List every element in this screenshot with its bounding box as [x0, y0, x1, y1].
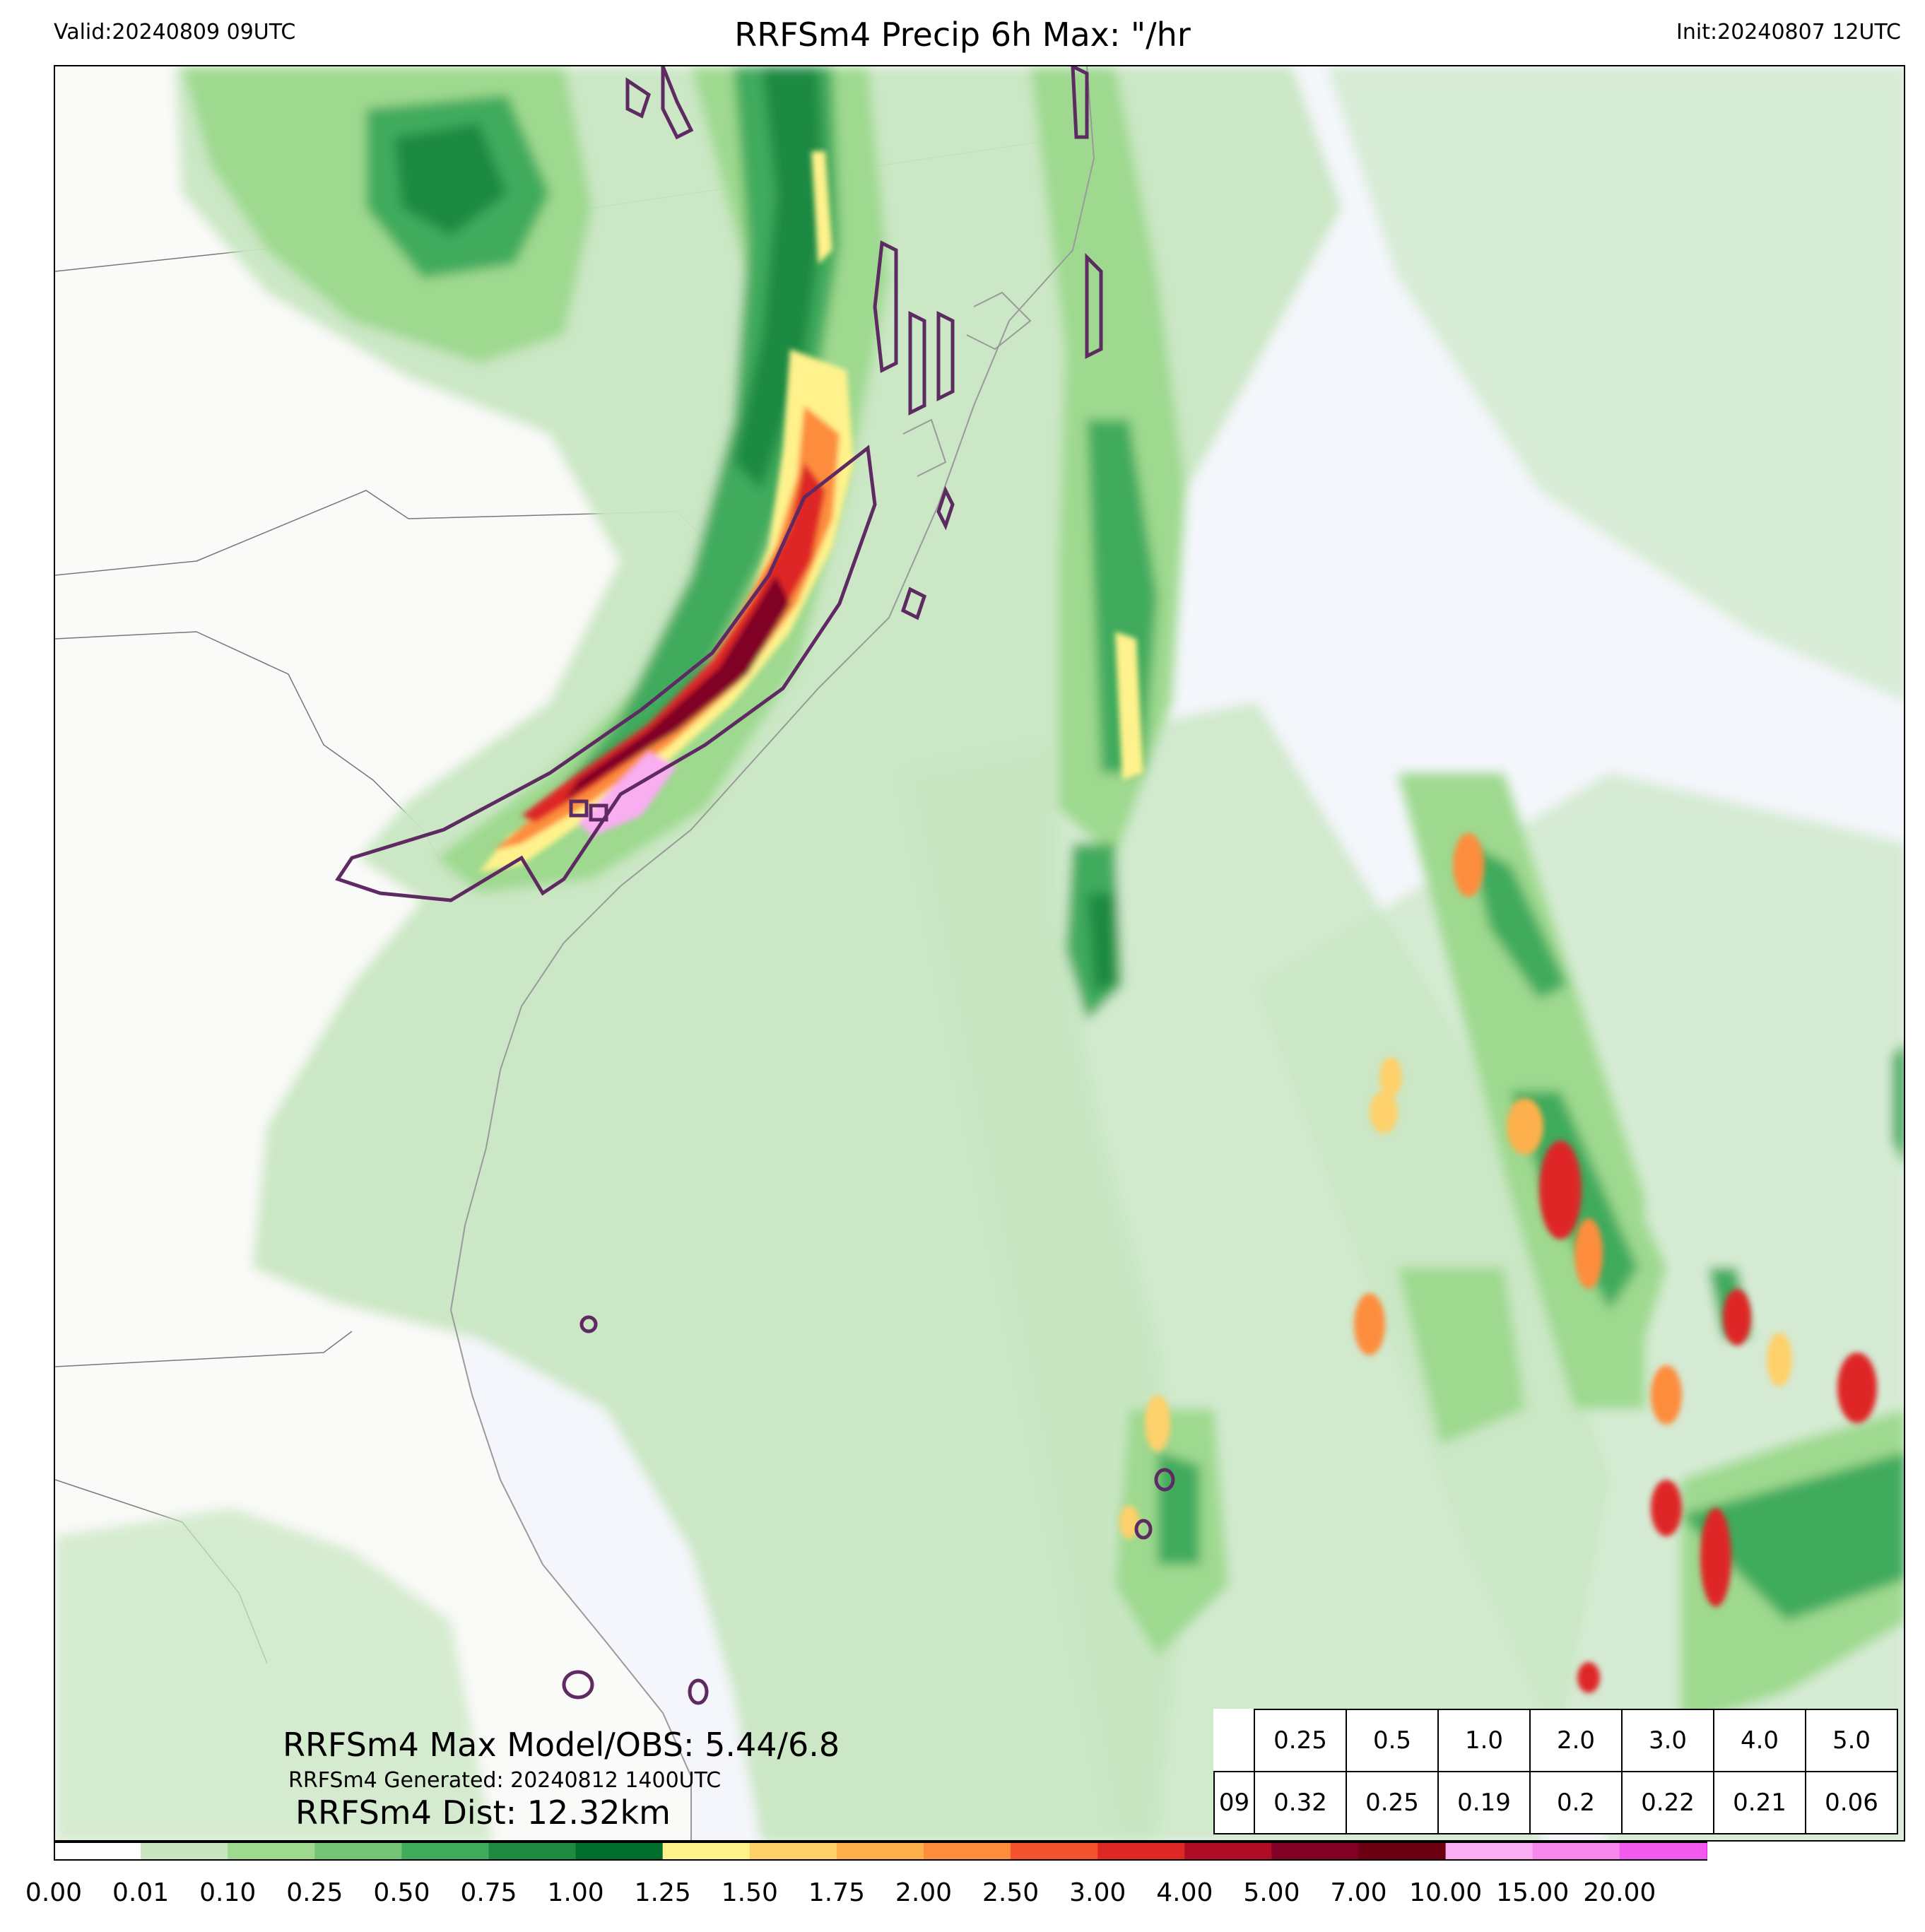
value-cell: 0.25: [1346, 1771, 1439, 1834]
valid-time: Valid:20240809 09UTC: [54, 20, 296, 45]
colorbar-tick-label: 20.00: [1583, 1878, 1656, 1907]
colorbar-segment: [1184, 1842, 1272, 1860]
colorbar-segment: [314, 1842, 402, 1860]
dist-label: RRFSm4 Dist: 12.32km: [295, 1793, 671, 1832]
colorbar-segment: [1532, 1842, 1620, 1860]
colorbar-tick-label: 7.00: [1330, 1878, 1387, 1907]
colorbar-tick-label: 1.50: [721, 1878, 778, 1907]
colorbar-segment: [924, 1842, 1011, 1860]
colorbar-segment: [1445, 1842, 1533, 1860]
colorbar-tick-label: 10.00: [1409, 1878, 1483, 1907]
colorbar-segment: [141, 1842, 228, 1860]
coastline: [449, 66, 1095, 1840]
colorbar-segment: [1358, 1842, 1447, 1860]
colorbar-tick-label: 15.00: [1496, 1878, 1570, 1907]
colorbar-tick-label: 3.00: [1069, 1878, 1126, 1907]
colorbar-segment: [749, 1842, 837, 1860]
stats-corner: [1214, 1709, 1254, 1772]
colorbar-tick-label: 5.00: [1243, 1878, 1300, 1907]
colorbar-segment: [401, 1842, 490, 1860]
colorbar-tick-label: 1.75: [808, 1878, 865, 1907]
threshold-row: 0.25 0.5 1.0 2.0 3.0 4.0 5.0: [1214, 1709, 1898, 1772]
heavy-core: [479, 151, 1877, 1693]
threshold-cell: 3.0: [1621, 1709, 1714, 1772]
init-time: Init:20240807 12UTC: [1676, 20, 1901, 45]
threshold-cell: 1.0: [1437, 1709, 1531, 1772]
precip-map[interactable]: [54, 65, 1905, 1842]
colorbar-tick-label: 2.50: [982, 1878, 1040, 1907]
colorbar-segment: [662, 1842, 750, 1860]
threshold-cell: 0.5: [1346, 1709, 1439, 1772]
precip-field: [55, 66, 1904, 1840]
colorbar-tick-label: 1.00: [547, 1878, 604, 1907]
value-row: 09 0.32 0.25 0.19 0.2 0.22 0.21 0.06: [1213, 1771, 1898, 1834]
value-cell: 0.32: [1254, 1771, 1347, 1834]
colorbar: [54, 1842, 1707, 1861]
threshold-cell: 2.0: [1529, 1709, 1623, 1772]
colorbar-tick-label: 0.00: [25, 1878, 83, 1907]
threshold-cell: 0.25: [1254, 1709, 1347, 1772]
colorbar-frame: [54, 1842, 1707, 1861]
map-title: RRFSm4 Precip 6h Max: "/hr: [734, 16, 1191, 54]
row-label-cell: 09: [1213, 1771, 1255, 1834]
colorbar-segment: [836, 1842, 924, 1860]
colorbar-tick-label: 0.10: [199, 1878, 257, 1907]
colorbar-segment: [575, 1842, 664, 1860]
threshold-stats-table: 0.25 0.5 1.0 2.0 3.0 4.0 5.0 09 0.32 0.2…: [1213, 1709, 1898, 1834]
threshold-cell: 4.0: [1713, 1709, 1806, 1772]
generated-label: RRFSm4 Generated: 20240812 1400UTC: [288, 1768, 722, 1793]
value-cell: 0.19: [1437, 1771, 1531, 1834]
value-cell: 0.06: [1805, 1771, 1898, 1834]
colorbar-segment: [1619, 1842, 1707, 1860]
colorbar-segment: [54, 1842, 141, 1860]
colorbar-tick-label: 1.25: [634, 1878, 691, 1907]
map-canvas: [55, 66, 1904, 1840]
colorbar-tick-label: 0.75: [460, 1878, 517, 1907]
colorbar-segment: [1271, 1842, 1360, 1860]
colorbar-segment: [488, 1842, 577, 1860]
colorbar-tick-label: 0.01: [112, 1878, 170, 1907]
colorbar-segment: [228, 1842, 315, 1860]
value-cell: 0.22: [1621, 1771, 1714, 1834]
colorbar-tick-label: 2.00: [895, 1878, 953, 1907]
max-model-obs-label: RRFSm4 Max Model/OBS: 5.44/6.8: [283, 1726, 840, 1764]
colorbar-tick-label: 4.00: [1156, 1878, 1213, 1907]
value-cell: 0.2: [1529, 1771, 1623, 1834]
colorbar-segment: [1097, 1842, 1185, 1860]
colorbar-tick-label: 0.25: [286, 1878, 343, 1907]
colorbar-tick-label: 0.50: [373, 1878, 430, 1907]
value-cell: 0.21: [1713, 1771, 1806, 1834]
threshold-cell: 5.0: [1805, 1709, 1898, 1772]
colorbar-segment: [1011, 1842, 1098, 1860]
obs-contours: [335, 66, 1175, 1705]
